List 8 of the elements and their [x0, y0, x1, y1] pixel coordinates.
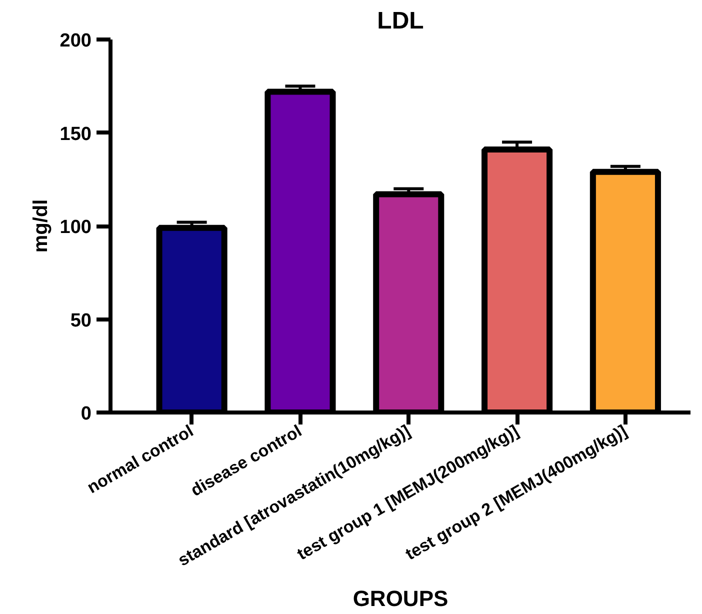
y-tick-label: 100: [60, 217, 92, 238]
y-tick-label: 0: [80, 404, 92, 424]
y-tick-label: 50: [70, 310, 92, 332]
chart-title: LDL: [377, 8, 424, 34]
y-tick-label: 200: [60, 30, 92, 52]
y-tick-label: 150: [60, 124, 92, 145]
y-axis-title: mg/dl: [30, 199, 52, 253]
x-axis-title: GROUPS: [352, 586, 448, 612]
